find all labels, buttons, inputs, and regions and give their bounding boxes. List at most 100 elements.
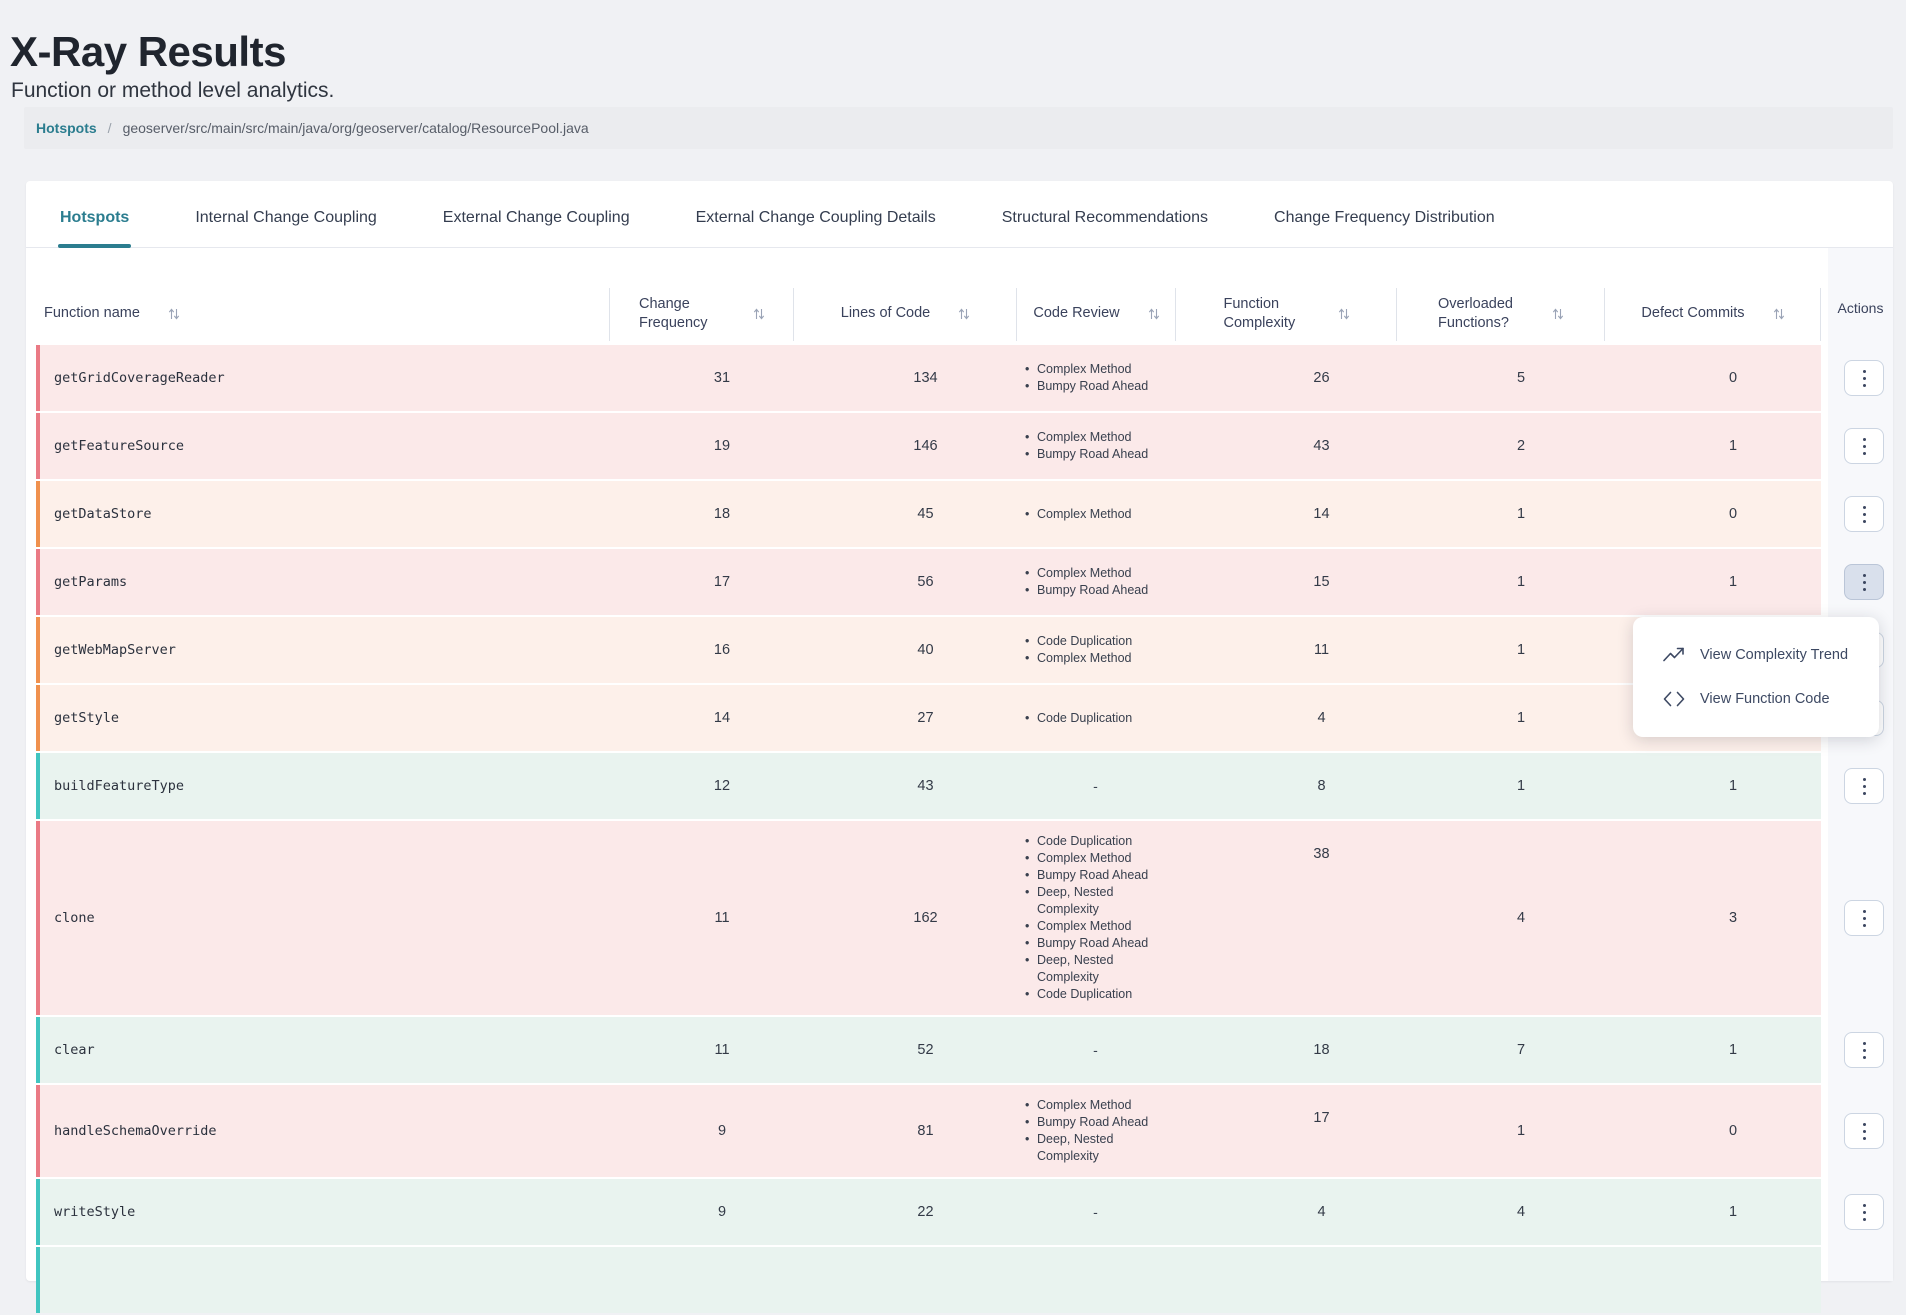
menu-item-view-function-code[interactable]: View Function Code	[1633, 677, 1879, 721]
table-row: getWebMapServer 16 40 Code DuplicationCo…	[36, 617, 1884, 683]
kebab-icon	[1862, 909, 1866, 927]
cell-function-name: getStyle	[54, 710, 120, 726]
cell-function-name: clone	[54, 910, 95, 926]
cell-function-complexity: 17	[1313, 1110, 1330, 1126]
row-actions-button[interactable]	[1844, 1032, 1884, 1068]
code-review-item: Bumpy Road Ahead	[1023, 1114, 1174, 1131]
kebab-icon	[1862, 437, 1866, 455]
code-review-list: Complex MethodBumpy Road Ahead	[1023, 565, 1148, 599]
table-row: getDataStore 18 45 Complex Method 14 1 0	[36, 481, 1884, 547]
cell-defect-commits: 3	[1728, 910, 1738, 926]
breadcrumb: Hotspots / geoserver/src/main/src/main/j…	[24, 107, 1893, 149]
kebab-icon	[1862, 1122, 1866, 1140]
cell-function-complexity: 4	[1317, 1204, 1326, 1220]
table-body: getGridCoverageReader 31 1 3 4 Complex Met…	[36, 345, 1884, 1315]
tab-structural-recommendations[interactable]: Structural Recommendations	[1000, 209, 1210, 247]
breadcrumb-link-hotspots[interactable]: Hotspots	[36, 120, 97, 136]
column-header-lines-of-code[interactable]: Lines of Code	[794, 248, 1017, 345]
sort-icon	[1552, 308, 1564, 319]
cell-change-frequency: 19	[713, 438, 731, 454]
cell-function-complexity: 15	[1313, 574, 1330, 590]
breadcrumb-separator: /	[107, 120, 112, 136]
row-actions-button[interactable]	[1844, 1194, 1884, 1230]
cell-overloaded-functions: 2	[1516, 438, 1526, 454]
cell-overloaded-functions: 7	[1516, 1042, 1526, 1058]
cell-lines-of-code: 52	[917, 1042, 934, 1058]
sort-icon	[1338, 308, 1349, 319]
kebab-icon	[1862, 777, 1866, 795]
column-header-function-complexity[interactable]: Function Complexity	[1176, 248, 1397, 345]
row-actions-button[interactable]	[1844, 496, 1884, 532]
cell-function-complexity: 4	[1317, 710, 1326, 726]
tab-change-frequency-distribution[interactable]: Change Frequency Distribution	[1272, 209, 1497, 247]
code-review-item: Complex Method	[1023, 429, 1148, 446]
row-actions-button[interactable]	[1844, 360, 1884, 396]
cell-code-review: Complex Method	[1017, 481, 1176, 547]
cell-function-complexity: 14	[1313, 506, 1330, 522]
sort-icon	[168, 308, 180, 319]
cell-function-name: getDataStore	[54, 506, 152, 522]
code-review-item: Code Duplication	[1023, 833, 1174, 850]
code-review-item: Code Duplication	[1023, 710, 1132, 727]
cell-function-complexity: 11	[1313, 642, 1330, 658]
code-review-item: Bumpy Road Ahead	[1023, 935, 1174, 952]
tab-external-change-coupling-details[interactable]: External Change Coupling Details	[694, 209, 938, 247]
row-actions-button[interactable]	[1844, 428, 1884, 464]
code-review-item: Complex Method	[1023, 1097, 1174, 1114]
menu-item-view-complexity-trend[interactable]: View Complexity Trend	[1633, 633, 1879, 677]
code-review-item: Complex Method	[1023, 650, 1132, 667]
cell-change-frequency: 17	[713, 574, 731, 590]
cell-overloaded-functions: 1	[1516, 642, 1526, 658]
sort-icon	[1773, 308, 1784, 319]
cell-function-name: buildFeatureType	[54, 778, 185, 794]
tab-internal-change-coupling[interactable]: Internal Change Coupling	[193, 209, 378, 247]
cell-function-complexity: 18	[1313, 1042, 1330, 1058]
cell-function-complexity: 43	[1313, 438, 1330, 454]
cell-overloaded-functions: 4	[1516, 1204, 1526, 1220]
cell-lines-of-code: 22	[917, 1204, 934, 1220]
row-actions-button[interactable]	[1844, 1113, 1884, 1149]
cell-defect-commits: 0	[1728, 370, 1738, 386]
kebab-icon	[1862, 1041, 1866, 1059]
table-row: handleSchemaOverride 9 81 Complex Method…	[36, 1085, 1884, 1177]
cell-change-frequency: 11	[714, 1042, 730, 1058]
actions-column-background	[1828, 248, 1893, 1281]
row-actions-button[interactable]	[1844, 768, 1884, 804]
kebab-icon	[1862, 1203, 1866, 1221]
column-header-actions: Actions	[1837, 300, 1884, 316]
code-review-item: Complex Method	[1023, 565, 1148, 582]
code-review-item: Complex Method	[1023, 850, 1174, 867]
cell-lines-of-code: 146	[913, 438, 938, 454]
sort-icon	[753, 308, 765, 319]
cell-code-review: Complex MethodBumpy Road Ahead	[1017, 413, 1176, 479]
code-review-item: Deep, Nested Complexity	[1023, 884, 1174, 918]
column-header-overloaded-functions[interactable]: Overloaded Functions?	[1397, 248, 1605, 345]
cell-code-review: Code Duplication	[1017, 685, 1176, 751]
kebab-icon	[1862, 505, 1866, 523]
column-header-function-name[interactable]: Function name	[36, 248, 610, 345]
cell-defect-commits: 0	[1728, 1123, 1738, 1139]
cell-function-name: getGridCoverageReader	[54, 370, 225, 386]
cell-code-review: Code DuplicationComplex MethodBumpy Road…	[1017, 821, 1176, 1015]
column-header-change-frequency[interactable]: Change Frequency	[610, 248, 794, 345]
column-header-code-review[interactable]: Code Review	[1017, 248, 1176, 345]
table-row: getGridCoverageReader 31 134 Complex Met…	[36, 345, 1884, 411]
sort-icon	[959, 308, 970, 319]
code-review-item: Deep, Nested Complexity	[1023, 1131, 1174, 1165]
cell-function-name: getParams	[54, 574, 128, 590]
table-row: buildFeatureType 12 43 - 8 1 1	[36, 753, 1884, 819]
cell-code-review: -	[1093, 778, 1098, 794]
code-review-item: Complex Method	[1023, 918, 1174, 935]
row-actions-button[interactable]	[1844, 900, 1884, 936]
tab-hotspots[interactable]: Hotspots	[58, 209, 132, 248]
cell-defect-commits: 1	[1728, 778, 1738, 794]
column-header-defect-commits[interactable]: Defect Commits	[1605, 248, 1821, 345]
code-review-item: Code Duplication	[1023, 986, 1174, 1003]
code-review-item: Bumpy Road Ahead	[1023, 867, 1174, 884]
cell-change-frequency: 9	[717, 1123, 727, 1139]
row-actions-button[interactable]	[1844, 564, 1884, 600]
cell-overloaded-functions: 1	[1516, 506, 1526, 522]
tab-external-change-coupling[interactable]: External Change Coupling	[441, 209, 632, 247]
table-row: clear 11 52 - 18 7 1	[36, 1017, 1884, 1083]
cell-change-frequency: 31	[713, 370, 731, 386]
